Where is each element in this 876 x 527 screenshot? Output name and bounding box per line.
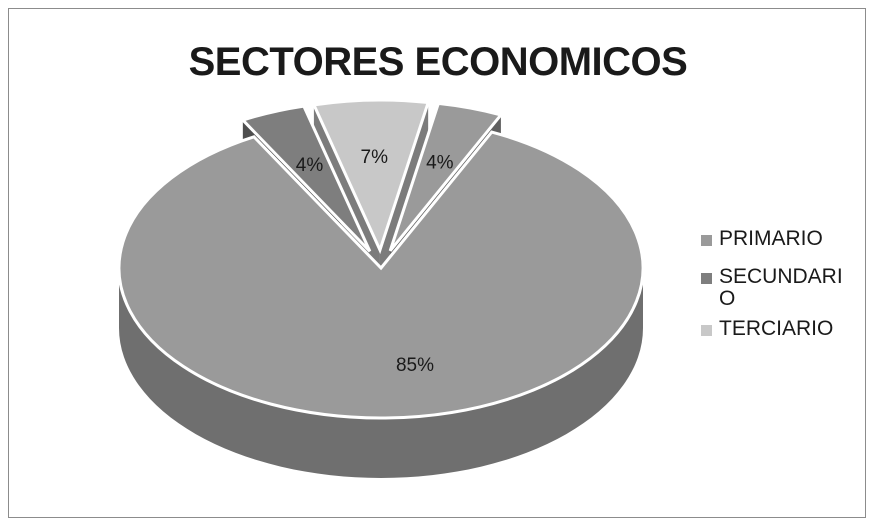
legend-swatch-secundario bbox=[701, 273, 712, 284]
pie-slice-0 bbox=[117, 130, 645, 420]
legend: PRIMARIO SECUNDARIO TERCIARIO bbox=[701, 228, 871, 356]
legend-item-primario: PRIMARIO bbox=[701, 228, 871, 254]
pie-slice-2 bbox=[311, 98, 431, 255]
pie-slice-side-0 bbox=[119, 268, 643, 478]
legend-swatch-primario bbox=[701, 235, 712, 246]
pie-slices bbox=[117, 98, 645, 420]
legend-label-secundario: SECUNDARIO bbox=[719, 265, 843, 310]
legend-swatch-terciario bbox=[701, 325, 712, 336]
legend-label-terciario: TERCIARIO bbox=[719, 317, 834, 340]
pie-data-label-3: 4% bbox=[426, 152, 454, 173]
pie-data-label-2: 7% bbox=[361, 147, 389, 168]
pie-slice-1 bbox=[240, 104, 372, 253]
chart-title: SECTORES ECONOMICOS bbox=[188, 40, 688, 84]
pie-data-labels: 85% 4% 7% 4% bbox=[296, 147, 454, 376]
legend-label-primario: PRIMARIO bbox=[719, 227, 823, 250]
legend-item-secundario: SECUNDARIO bbox=[701, 266, 871, 318]
pie-data-label-1: 4% bbox=[296, 155, 324, 176]
pie-data-label-0: 85% bbox=[396, 355, 434, 376]
legend-item-terciario: TERCIARIO bbox=[701, 318, 871, 344]
pie-slice-3 bbox=[388, 101, 504, 252]
